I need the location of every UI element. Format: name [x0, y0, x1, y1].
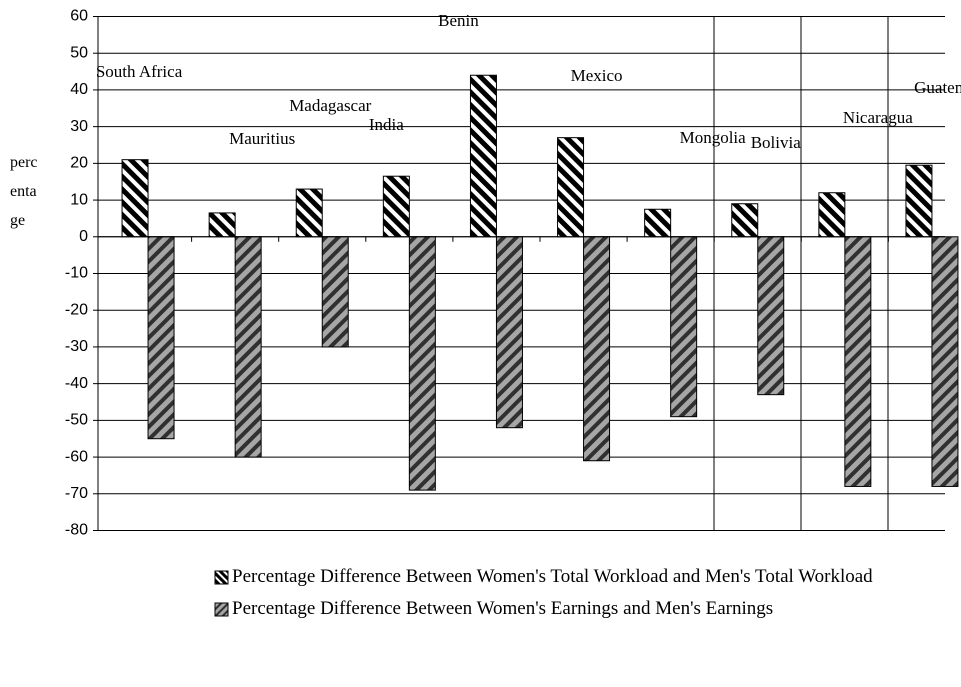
y-tick-label: -20 — [65, 301, 88, 318]
legend-swatch — [214, 570, 229, 585]
y-axis-label: percentage — [10, 154, 38, 229]
category-label: Mauritius — [229, 129, 295, 148]
bar — [818, 192, 846, 238]
bar — [495, 236, 523, 429]
legend: Percentage Difference Between Women's To… — [214, 562, 954, 626]
y-tick-label: -50 — [65, 412, 88, 429]
bar — [295, 188, 323, 238]
bar — [408, 236, 436, 491]
legend-label: Percentage Difference Between Women's To… — [232, 566, 873, 587]
category-label: Bolivia — [751, 133, 802, 152]
legend-entry: Percentage Difference Between Women's Ea… — [214, 594, 954, 623]
y-tick-label: 10 — [70, 191, 88, 208]
y-tick-label: 60 — [70, 8, 88, 25]
bar — [208, 212, 236, 238]
y-tick-label: 50 — [70, 44, 88, 61]
y-tick-label: 30 — [70, 118, 88, 135]
category-label: Guatemala — [914, 78, 961, 97]
bar — [670, 236, 698, 418]
category-label: India — [369, 115, 404, 134]
y-tick-label: -80 — [65, 522, 88, 539]
y-tick-label: 20 — [70, 155, 88, 172]
bar — [644, 208, 672, 238]
category-label: Benin — [438, 11, 479, 30]
bar — [844, 236, 872, 487]
category-label: Nicaragua — [843, 108, 913, 127]
bar — [121, 159, 149, 238]
bar — [731, 203, 759, 238]
y-tick-label: -40 — [65, 375, 88, 392]
category-label: Mexico — [571, 66, 623, 85]
y-tick-label: -60 — [65, 448, 88, 465]
bar — [382, 175, 410, 238]
bar — [757, 236, 785, 396]
y-tick-label: -10 — [65, 265, 88, 282]
bar — [321, 236, 349, 348]
y-tick-label: -70 — [65, 485, 88, 502]
category-label: Madagascar — [289, 96, 371, 115]
bar — [147, 236, 175, 440]
bar — [557, 137, 585, 238]
category-label: Mongolia — [680, 128, 747, 147]
legend-entry: Percentage Difference Between Women's To… — [214, 562, 954, 591]
category-label: South Africa — [96, 62, 183, 81]
bar — [905, 164, 933, 238]
bar — [469, 74, 497, 238]
legend-swatch — [214, 602, 229, 617]
y-tick-label: 40 — [70, 81, 88, 98]
legend-label: Percentage Difference Between Women's Ea… — [232, 598, 774, 619]
bar — [234, 236, 262, 458]
bar — [931, 236, 959, 487]
y-tick-label: -30 — [65, 338, 88, 355]
y-tick-label: 0 — [79, 228, 88, 245]
bar — [583, 236, 611, 462]
chart: -80 -70 -60 -50 -40 -30 -20 -10 0 10 20 30 40 50 60 Sou… — [65, 8, 961, 539]
